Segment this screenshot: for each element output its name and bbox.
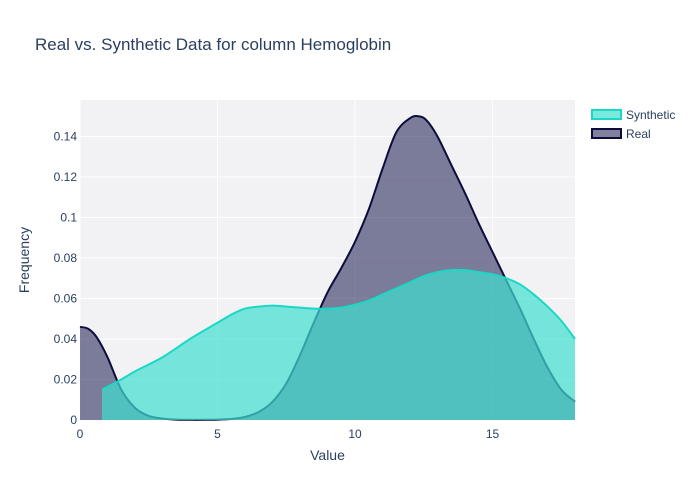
chart-title: Real vs. Synthetic Data for column Hemog… — [35, 35, 391, 54]
x-axis-title: Value — [310, 447, 345, 463]
legend-item-synthetic[interactable]: Synthetic — [591, 108, 675, 122]
legend-label-synthetic: Synthetic — [626, 108, 675, 122]
legend-label-real: Real — [626, 127, 651, 141]
legend-swatch-synthetic — [591, 109, 622, 120]
legend[interactable]: Synthetic Real — [591, 108, 675, 141]
legend-item-real[interactable]: Real — [591, 127, 651, 141]
synthetic-line — [101, 268, 576, 391]
y-tick-label: 0.08 — [54, 251, 78, 265]
y-tick-label: 0.04 — [54, 332, 78, 346]
y-tick-label: 0.06 — [54, 291, 78, 305]
y-tick-label: 0.02 — [54, 372, 78, 386]
y-axis-title: Frequency — [16, 227, 32, 293]
legend-swatch-real — [591, 128, 622, 139]
axes: 0 5 10 15 0 0.02 0.04 0.06 0.08 0.1 0.12 0.14 — [54, 129, 500, 441]
x-tick-label: 5 — [214, 427, 221, 441]
y-tick-label: 0 — [70, 413, 77, 427]
x-tick-label: 0 — [77, 427, 84, 441]
x-tick-label: 15 — [486, 427, 500, 441]
y-tick-label: 0.1 — [60, 210, 77, 224]
x-tick-label: 10 — [348, 427, 362, 441]
synthetic-area — [102, 269, 575, 420]
y-tick-label: 0.14 — [54, 129, 78, 143]
series-layer — [79, 114, 576, 421]
y-tick-label: 0.12 — [54, 170, 78, 184]
